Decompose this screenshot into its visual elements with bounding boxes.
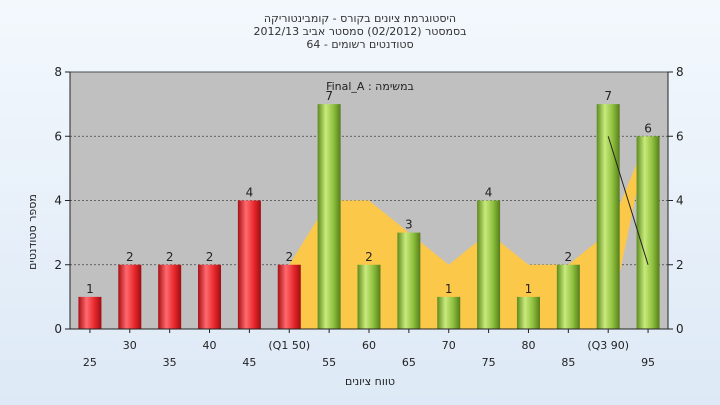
data-label: 2	[365, 250, 373, 264]
x-tick-label: (Q1 50)	[268, 339, 310, 352]
x-tick-label: 80	[521, 339, 535, 352]
data-label: 4	[246, 186, 254, 200]
histogram-bar	[158, 264, 182, 329]
histogram-bar	[277, 264, 301, 329]
histogram-bar	[317, 104, 341, 329]
x-tick-label: 70	[442, 339, 456, 352]
axes: 0 0 2 2 4 4 6 6 8 8 25 30 35 40 45 (Q1 50) 55 60 65 70 75 80 8…	[54, 65, 683, 369]
x-axis-title: טווח ציונים	[345, 375, 395, 388]
chart-annotation: במשימה : Final_A	[326, 80, 414, 93]
histogram-bar	[357, 264, 381, 329]
y-tick-label-right: 4	[676, 194, 684, 208]
x-tick-label: 25	[83, 356, 97, 369]
histogram-bar	[397, 232, 421, 329]
trend-line-segment	[607, 136, 649, 265]
data-label: 2	[126, 250, 134, 264]
chart-title-line-3: סטודנטים רשומים - 64	[306, 38, 414, 51]
data-label: 2	[565, 250, 573, 264]
y-tick-label-left: 8	[54, 65, 62, 79]
data-label: 1	[445, 282, 453, 296]
x-tick-label: 75	[482, 356, 496, 369]
data-label: 7	[604, 89, 612, 103]
y-tick-label-right: 2	[676, 258, 684, 272]
data-label: 4	[485, 186, 493, 200]
data-label: 1	[86, 282, 94, 296]
x-tick-label: 35	[163, 356, 177, 369]
y-tick-label-right: 8	[676, 65, 684, 79]
histogram-bar	[556, 264, 580, 329]
trend-line	[607, 136, 649, 265]
chart-title-line-1: היסטוגרמת ציונים בקורס - קומבינטוריקה	[263, 12, 457, 25]
x-tick-label: 30	[123, 339, 137, 352]
y-tick-label-left: 6	[54, 129, 62, 143]
data-label: 1	[525, 282, 533, 296]
data-label: 7	[325, 89, 333, 103]
x-tick-label: 95	[641, 356, 655, 369]
y-tick-label-left: 2	[54, 258, 62, 272]
x-tick-label: 65	[402, 356, 416, 369]
bars	[78, 104, 660, 329]
data-label: 2	[166, 250, 174, 264]
histogram-bar	[78, 296, 102, 329]
y-tick-label-right: 6	[676, 129, 684, 143]
data-label: 2	[285, 250, 293, 264]
x-tick-label: 60	[362, 339, 376, 352]
y-tick-label-left: 0	[54, 322, 62, 336]
histogram-bar	[237, 200, 261, 329]
data-label: 3	[405, 218, 413, 232]
y-axis-title: מספר סטודנטים	[26, 194, 39, 270]
y-tick-label-right: 0	[676, 322, 684, 336]
y-tick-label-left: 4	[54, 194, 62, 208]
x-tick-label: 85	[561, 356, 575, 369]
histogram-bar	[198, 264, 222, 329]
data-label: 2	[206, 250, 214, 264]
histogram-bar	[636, 136, 660, 329]
histogram-bar	[477, 200, 501, 329]
x-tick-label: 55	[322, 356, 336, 369]
chart-title-line-2: בסמסטר (02/2012) סמסטר אביב 2012/13	[253, 25, 467, 38]
histogram-bar	[118, 264, 142, 329]
x-tick-label: 45	[242, 356, 256, 369]
histogram-bar	[437, 296, 461, 329]
data-label: 6	[644, 121, 652, 135]
histogram-bar	[596, 104, 620, 329]
histogram-bar	[516, 296, 540, 329]
x-tick-label: (Q3 90)	[587, 339, 629, 352]
x-tick-label: 40	[203, 339, 217, 352]
data-labels: 1 2 2 2 4 2 7 2 3 1 4 1 2 7 6	[86, 89, 652, 296]
